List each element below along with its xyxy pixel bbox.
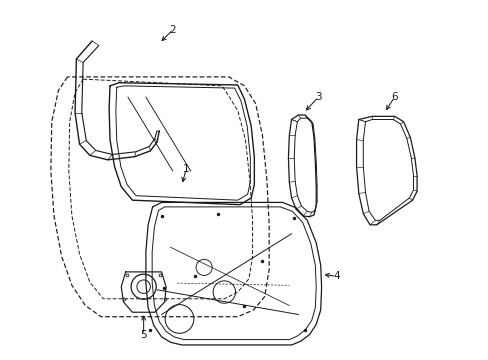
Text: 1: 1	[183, 164, 189, 174]
Text: 5: 5	[140, 330, 147, 339]
Text: 3: 3	[314, 92, 321, 102]
Text: 4: 4	[332, 271, 339, 282]
Text: 6: 6	[390, 92, 397, 102]
Text: 2: 2	[169, 25, 176, 35]
